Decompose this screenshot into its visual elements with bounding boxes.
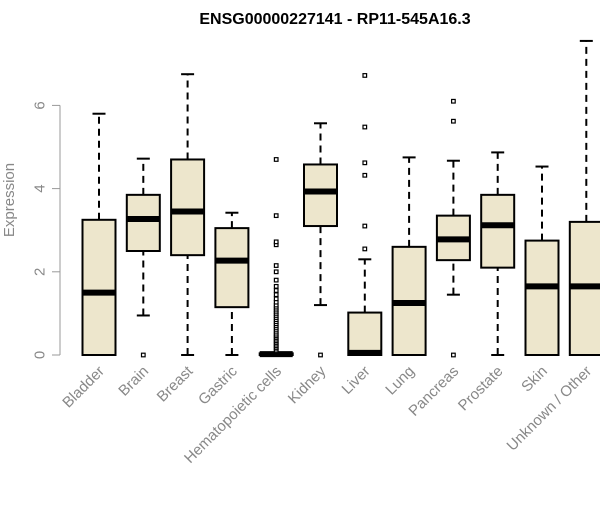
outlier-point: [363, 161, 367, 165]
outlier-point: [363, 125, 367, 129]
box-lung: [393, 157, 426, 355]
outlier-point: [363, 74, 367, 78]
x-label-brain: Brain: [115, 363, 152, 400]
outlier-point: [363, 247, 367, 251]
outlier-point: [274, 158, 278, 162]
y-axis-title: Expression: [1, 163, 18, 237]
outlier-point: [452, 119, 456, 123]
box-liver: [348, 74, 381, 355]
plot-area: [83, 41, 600, 357]
y-axis: 0 2 4 6: [32, 101, 61, 359]
outlier-point: [274, 278, 278, 282]
y-tick-label-4: 4: [32, 184, 49, 192]
outlier-point: [274, 240, 278, 244]
x-label-prostate: Prostate: [455, 363, 507, 415]
outlier-point: [274, 293, 278, 297]
box-skin: [526, 167, 559, 355]
outlier-point: [142, 353, 146, 357]
y-tick-label-6: 6: [32, 101, 49, 109]
box-iqr: [348, 313, 381, 355]
outlier-point: [363, 173, 367, 177]
box-bladder: [83, 114, 116, 355]
outlier-point: [274, 285, 278, 289]
box-breast: [171, 74, 204, 355]
outlier-point: [319, 353, 323, 357]
box-iqr: [215, 228, 248, 307]
x-label-unknown-other: Unknown / Other: [504, 363, 596, 455]
box-hematopoietic-cells: [260, 158, 293, 355]
x-label-bladder: Bladder: [59, 363, 108, 412]
x-label-breast: Breast: [154, 362, 197, 405]
box-iqr: [304, 164, 337, 226]
x-label-skin: Skin: [518, 363, 551, 396]
box-iqr: [171, 159, 204, 255]
box-brain: [127, 159, 160, 357]
outlier-point: [274, 270, 278, 274]
outlier-point: [274, 289, 278, 293]
box-pancreas: [437, 99, 470, 356]
outlier-point: [363, 224, 367, 228]
chart-title: ENSG00000227141 - RP11-545A16.3: [199, 11, 470, 28]
outlier-point: [274, 264, 278, 268]
x-label-lung: Lung: [382, 363, 418, 399]
box-iqr: [127, 195, 160, 251]
box-unknown-other: [570, 41, 600, 355]
outlier-point: [452, 99, 456, 103]
box-iqr: [526, 241, 559, 355]
x-label-kidney: Kidney: [285, 362, 330, 407]
box-gastric: [215, 213, 248, 355]
box-iqr: [481, 195, 514, 268]
outlier-point: [452, 353, 456, 357]
box-prostate: [481, 152, 514, 355]
outlier-point: [274, 297, 278, 301]
y-tick-label-2: 2: [32, 268, 49, 276]
y-tick-label-0: 0: [32, 351, 49, 359]
outlier-point: [274, 214, 278, 218]
x-label-liver: Liver: [339, 363, 374, 398]
box-iqr: [83, 220, 116, 355]
box-kidney: [304, 123, 337, 357]
